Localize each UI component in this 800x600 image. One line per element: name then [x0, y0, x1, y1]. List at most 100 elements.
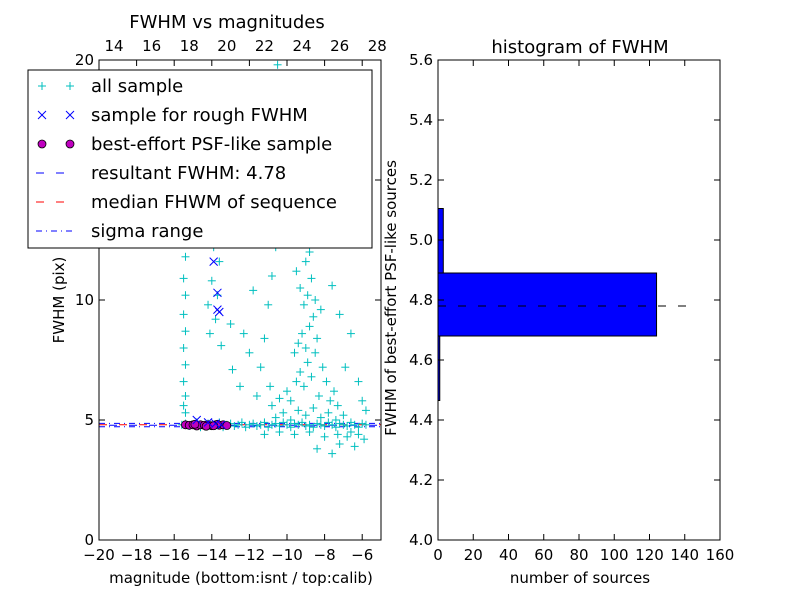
all-sample-point	[239, 329, 248, 338]
top-x-tick-label: 14	[104, 37, 123, 55]
all-sample-point	[207, 276, 216, 285]
all-sample-point	[179, 344, 188, 352]
all-sample-point	[361, 420, 370, 429]
all-sample-point	[335, 419, 344, 428]
all-sample-point	[301, 257, 310, 266]
all-sample-point	[299, 300, 308, 309]
all-sample-point	[204, 300, 213, 309]
top-x-tick-label: 16	[142, 37, 161, 55]
all-sample-point	[283, 387, 291, 396]
rough-sample-point	[192, 415, 202, 425]
all-sample-point	[333, 430, 342, 439]
top-x-tick-label: 26	[330, 37, 349, 55]
all-sample-point	[311, 348, 320, 357]
right-axis-ticks: 0 20 40 60 80 100 120 140 160 4.0 4.2 4.4 4.6 4.8 5.0 5…	[409, 51, 734, 564]
all-sample-point	[346, 428, 355, 436]
all-sample-point	[320, 432, 329, 441]
cross-b	[203, 418, 213, 427]
all-sample-point	[301, 422, 310, 430]
all-sample-point	[358, 396, 367, 405]
right-y-tick-label: 4.6	[409, 351, 433, 369]
all-sample-point	[335, 310, 344, 319]
all-sample-point	[256, 363, 265, 372]
all-sample-point	[313, 444, 322, 453]
top-x-tick-label: 22	[255, 37, 274, 55]
all-sample-point	[335, 440, 344, 448]
cross-b	[192, 415, 202, 425]
all-sample-point	[179, 377, 188, 386]
right-chart-title: histogram of FWHM	[491, 37, 668, 58]
right-y-tick-label: 5.2	[409, 171, 433, 189]
all-sample-point	[236, 382, 244, 391]
all-sample-point	[313, 334, 322, 343]
cross-b	[214, 307, 224, 317]
legend-marker-plus	[38, 82, 74, 90]
cross-b	[216, 420, 226, 430]
legend-box	[27, 69, 373, 249]
all-sample-point	[354, 430, 363, 439]
all-sample-point	[343, 432, 352, 441]
all-sample-point	[181, 408, 190, 417]
all-sample-point	[215, 257, 224, 266]
bottom-x-tick-label: −8	[314, 546, 336, 564]
right-y-tick-label: 4.2	[409, 471, 433, 489]
all-sample-point	[275, 394, 284, 403]
all-sample-point	[331, 416, 340, 424]
all-sample-point	[228, 365, 237, 374]
all-sample-point	[252, 392, 261, 400]
right-y-tick-label: 5.4	[409, 111, 433, 129]
top-x-tick-label: 18	[180, 37, 199, 55]
all-sample-point	[237, 418, 246, 427]
right-x-tick-label: 0	[433, 546, 443, 564]
histogram-bar	[437, 208, 444, 274]
bottom-x-tick-label: −12	[234, 546, 266, 564]
left-y-tick-label: 20	[75, 51, 94, 69]
legend-entry-all-sample: all sample	[38, 76, 183, 97]
right-y-tick-label: 4.0	[409, 531, 433, 549]
right-x-tick-label: 120	[635, 546, 664, 564]
all-sample-point	[303, 358, 312, 367]
left-chart-title: FWHM vs magnitudes	[129, 12, 324, 33]
rough-sample-point	[211, 419, 220, 428]
all-sample-point	[333, 401, 342, 410]
bottom-x-tick-label: −16	[158, 546, 190, 564]
bottom-x-tick-label: −10	[271, 546, 303, 564]
right-x-tick-label: 60	[534, 546, 553, 564]
all-sample-point	[328, 281, 337, 290]
legend-entry-psf-sample: best-effort PSF-like sample	[37, 134, 332, 155]
legend-entry-resultant-fwhm: resultant FWHM: 4.78	[36, 163, 286, 184]
all-sample-point	[181, 252, 190, 261]
all-sample-point	[267, 272, 276, 280]
all-sample-point	[286, 416, 295, 424]
cross-b	[211, 419, 220, 428]
all-sample-point	[273, 60, 282, 69]
all-sample-point	[303, 291, 312, 300]
all-sample-point	[361, 406, 370, 415]
all-sample-point	[205, 329, 214, 338]
histogram-bar	[437, 272, 658, 337]
all-sample-point	[279, 408, 288, 417]
legend-label-all-sample: all sample	[91, 76, 183, 97]
rough-sample-point	[216, 420, 226, 430]
all-sample-point	[309, 423, 318, 432]
psf-sample-point	[222, 421, 232, 430]
cross-b	[209, 257, 219, 266]
all-sample-point	[343, 422, 352, 430]
cross-b	[213, 288, 222, 298]
all-sample-point	[316, 420, 325, 429]
all-sample-point	[217, 341, 226, 350]
all-sample-point	[301, 344, 310, 352]
all-sample-point	[290, 430, 299, 439]
all-sample-point	[328, 449, 337, 458]
all-sample-point	[179, 310, 188, 319]
all-sample-point	[230, 422, 239, 430]
rough-sample-point	[203, 418, 213, 427]
all-sample-point	[341, 363, 350, 372]
all-sample-point	[326, 396, 335, 405]
all-sample-point	[307, 372, 316, 381]
all-sample-point	[354, 377, 363, 386]
all-sample-point	[181, 291, 190, 300]
legend-label-psf-sample: best-effort PSF-like sample	[91, 134, 332, 155]
all-sample-point	[307, 274, 316, 283]
